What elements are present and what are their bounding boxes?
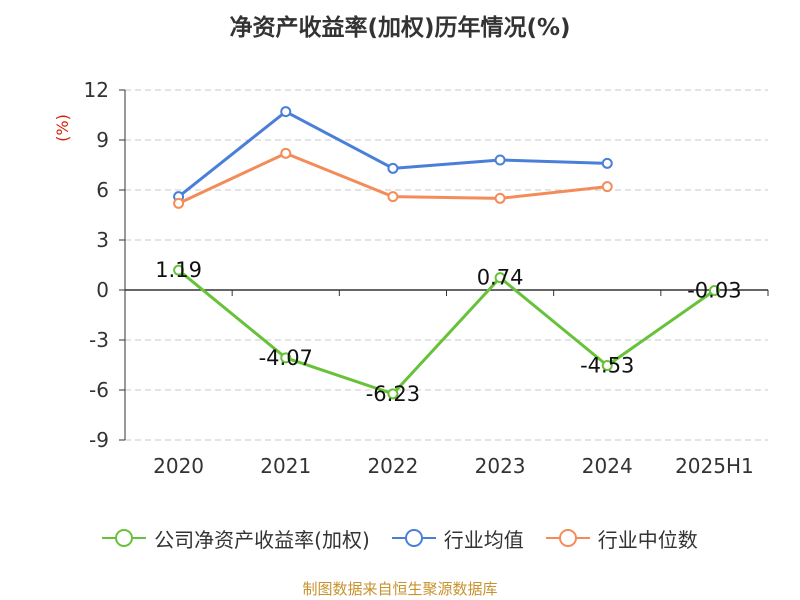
legend-item-industry-median[interactable]: 行业中位数 <box>545 524 698 553</box>
data-point <box>494 192 506 204</box>
grid-lines <box>125 89 768 441</box>
x-tick-label: 2022 <box>367 454 418 478</box>
legend: 公司净资产收益率(加权) 行业均值 行业中位数 <box>0 520 800 556</box>
series-line <box>177 110 608 198</box>
source-note: 制图数据来自恒生聚源数据库 <box>302 580 498 598</box>
data-label: 1.19 <box>155 258 202 282</box>
data-point <box>601 181 613 193</box>
data-label: 0.74 <box>477 266 524 290</box>
legend-item-company[interactable]: 公司净资产收益率(加权) <box>102 524 370 553</box>
x-tick-label: 2025H1 <box>675 454 754 478</box>
data-point <box>494 272 506 284</box>
chart-title: 净资产收益率(加权)历年情况(%) <box>229 15 571 41</box>
x-tick-label: 2024 <box>582 454 633 478</box>
x-tick-label: 2020 <box>153 454 204 478</box>
legend-label-industry-median: 行业中位数 <box>597 527 698 552</box>
y-axis-label: (%) <box>53 114 72 142</box>
data-point <box>280 352 292 364</box>
data-point <box>387 162 399 174</box>
data-label: -4.53 <box>580 354 634 378</box>
legend-item-industry-avg[interactable]: 行业均值 <box>391 524 524 553</box>
legend-label-industry-avg: 行业均值 <box>443 527 524 552</box>
y-tick-label: -9 <box>89 428 109 452</box>
y-tick-label: 3 <box>96 228 109 252</box>
data-labels: 1.19 -4.07 -6.23 0.74 -4.53 -0.03 <box>155 258 741 406</box>
data-point <box>601 360 613 371</box>
legend-marker-industry-avg <box>391 529 436 547</box>
legend-marker-company <box>102 529 147 547</box>
data-point <box>494 154 506 166</box>
y-tick-label: 6 <box>96 178 109 202</box>
data-point <box>387 191 399 203</box>
x-tick-label: 2021 <box>260 454 311 478</box>
data-label: -0.03 <box>687 279 741 303</box>
data-point <box>280 147 292 159</box>
y-tick-label: 12 <box>84 78 109 102</box>
data-point <box>173 264 185 276</box>
legend-marker-industry-median <box>545 529 590 547</box>
series-lines <box>173 106 720 400</box>
data-point <box>387 388 399 400</box>
data-point <box>280 106 292 118</box>
data-point <box>601 157 613 169</box>
y-tick-label: 0 <box>96 278 109 302</box>
x-tick-label: 2023 <box>475 454 526 478</box>
data-point <box>708 285 720 296</box>
data-label: -4.07 <box>259 346 313 370</box>
series-line <box>177 269 716 396</box>
axes: 12 9 6 3 0 -3 -6 -9 2020 2021 2022 2023 2024 2025H1 (%… <box>53 78 769 478</box>
y-tick-label: -6 <box>89 378 109 402</box>
y-tick-label: 9 <box>96 128 109 152</box>
y-tick-label: -3 <box>89 328 109 352</box>
legend-label-company: 公司净资产收益率(加权) <box>154 527 370 552</box>
data-point <box>173 197 185 209</box>
data-label: -6.23 <box>366 382 420 406</box>
